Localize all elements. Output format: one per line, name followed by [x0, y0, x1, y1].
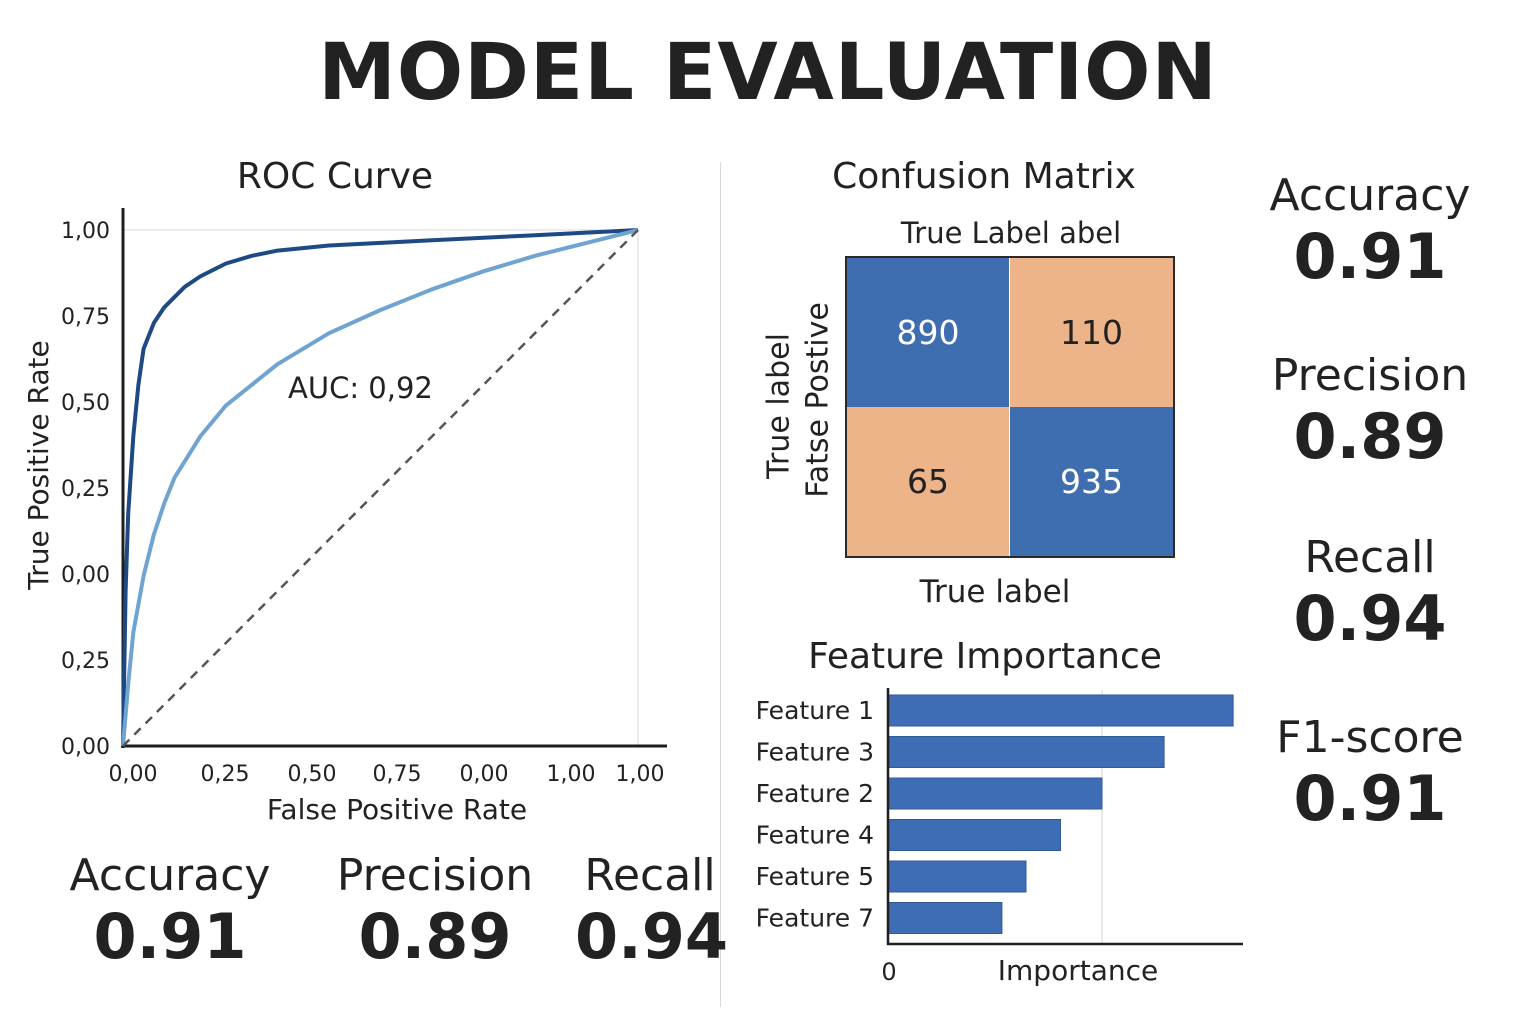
fi-category-label: Feature 2: [756, 779, 874, 808]
confusion-cell-r2-c2: 935: [1010, 407, 1173, 556]
metric-value: 0.94: [1293, 582, 1447, 655]
metric-label: Recall: [1304, 532, 1436, 583]
metric-value: 0.91: [93, 900, 247, 973]
metric-label: Accuracy: [69, 850, 271, 901]
fi-bar: [887, 694, 1234, 727]
confusion-cell-r1-c1: 890: [847, 258, 1009, 407]
metric-label: F1-score: [1276, 712, 1464, 763]
section-divider: [720, 162, 721, 1007]
metric-label: Recall: [584, 850, 716, 901]
roc-title: ROC Curve: [236, 156, 434, 197]
fi-category-label: Feature 4: [756, 821, 874, 850]
fi-x-axis-label: Importance: [998, 954, 1158, 987]
roc-series-1: [121, 228, 639, 747]
metric-value: 0.89: [358, 900, 512, 973]
fi-category-label: Feature 3: [756, 738, 874, 767]
bottom-metric-precision: Precision 0.89: [330, 850, 540, 972]
right-metric-precision: Precision 0.89: [1240, 350, 1500, 472]
roc-series-3: [122, 229, 639, 747]
roc-series-2: [121, 228, 639, 747]
fi-bar: [887, 819, 1061, 851]
feature-importance-chart: Feature 1 Feature 3 Feature 2 Feature 4 Feat…: [756, 688, 1243, 987]
roc-y-axis-label: True Positive Rate: [22, 340, 55, 590]
roc-y-tick-label: 0,25: [61, 649, 110, 674]
fi-bar: [887, 777, 1103, 810]
roc-x-tick-label: 1,00: [616, 762, 665, 787]
fi-category-label: Feature 1: [756, 696, 874, 725]
roc-y-tick-label: 0,25: [61, 477, 110, 502]
fi-x-tick-label: 0: [881, 958, 896, 986]
confusion-bottom-label: True label: [919, 574, 1071, 610]
roc-x-tick-label: 0,50: [288, 762, 337, 787]
confusion-matrix-grid: 890 110 65 935: [845, 256, 1175, 558]
bottom-metrics-panel: Accuracy 0.91 Precision 0.89 Recall 0.94: [40, 850, 728, 980]
roc-x-tick-label: 0,75: [373, 762, 422, 787]
roc-x-tick-label: 1,00: [547, 762, 596, 787]
metric-label: Precision: [1271, 350, 1469, 401]
bottom-metric-accuracy: Accuracy 0.91: [60, 850, 280, 972]
bottom-metric-recall: Recall 0.94: [575, 850, 728, 973]
confusion-top-label: True Label abel: [900, 216, 1122, 250]
roc-x-tick-label: 0,00: [109, 762, 158, 787]
metric-value: 0.94: [575, 900, 728, 973]
metric-value: 0.91: [1293, 220, 1447, 293]
right-metric-recall: Recall 0.94: [1240, 532, 1500, 654]
roc-x-axis-label: False Positive Rate: [267, 793, 527, 826]
roc-y-tick-label: 0,50: [61, 391, 110, 416]
roc-x-tick-label: 0,25: [201, 762, 250, 787]
confusion-cell-r1-c2: 110: [1010, 258, 1173, 407]
fi-bar: [887, 860, 1027, 893]
metric-value: 0.89: [1293, 400, 1447, 473]
roc-y-tick-label: 1,00: [61, 219, 110, 244]
confusion-left-label-1: True label: [761, 333, 797, 479]
roc-chart: 1,000,750,500,250,000,250,000,00 0,25 0,50…: [22, 208, 667, 826]
page-title: MODEL EVALUATION: [318, 28, 1218, 118]
roc-y-tick-label: 0,00: [61, 563, 110, 588]
metric-label: Precision: [336, 850, 534, 901]
metric-label: Accuracy: [1269, 170, 1471, 221]
right-metric-accuracy: Accuracy 0.91: [1240, 170, 1500, 292]
roc-auc-annotation: AUC: 0,92: [288, 371, 433, 405]
roc-y-tick-label: 0,00: [61, 735, 110, 760]
roc-y-tick-label: 0,75: [61, 305, 110, 330]
confusion-cell-r2-c1: 65: [847, 407, 1009, 556]
fi-bar: [887, 736, 1165, 768]
metric-value: 0.91: [1293, 762, 1447, 835]
right-metric-f1-score: F1-score 0.91: [1240, 712, 1500, 834]
confusion-left-label-2: Fatse Postive: [800, 302, 836, 498]
fi-category-label: Feature 5: [756, 862, 874, 891]
fi-category-label: Feature 7: [756, 904, 874, 933]
feature-importance-title: Feature Importance: [808, 636, 1162, 677]
roc-x-tick-label: 0,00: [460, 762, 509, 787]
confusion-matrix-title: Confusion Matrix: [832, 156, 1136, 197]
fi-bar: [887, 902, 1003, 934]
